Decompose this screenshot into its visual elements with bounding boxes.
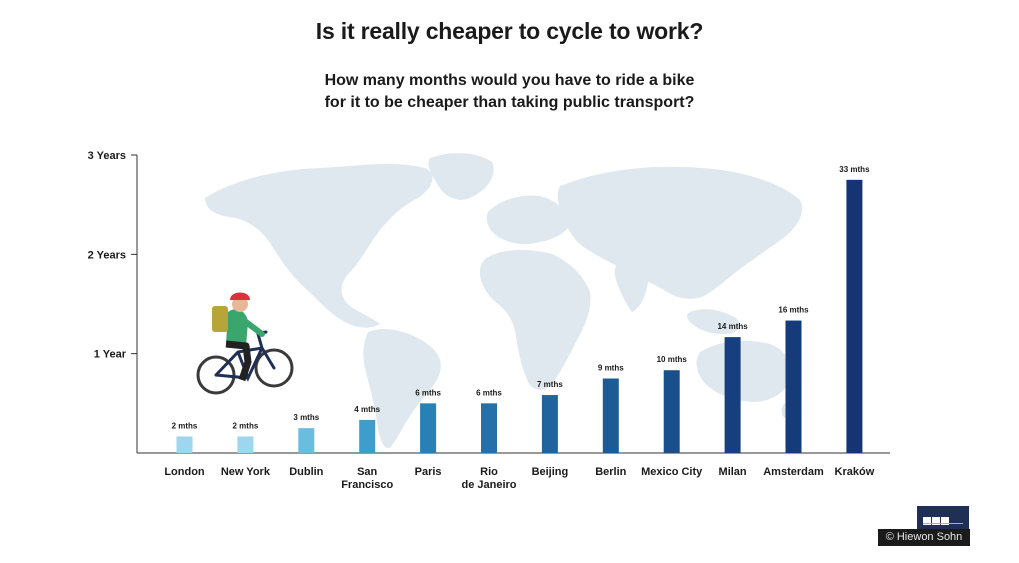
- bar: [846, 179, 863, 454]
- subtitle-line-2: for it to be cheaper than taking public …: [324, 94, 695, 111]
- subtitle-line-1: How many months would you have to ride a…: [324, 72, 695, 89]
- map-landmass: [747, 224, 764, 251]
- bar-value-label: 6 mths: [476, 388, 502, 397]
- bar-value-label: 10 mths: [657, 355, 688, 364]
- x-tick-label: Dublin: [289, 466, 323, 478]
- bar-value-label: 3 mths: [293, 413, 319, 422]
- bar: [420, 403, 437, 453]
- bar: [298, 428, 315, 453]
- y-tick-label: 1 Year: [94, 349, 127, 361]
- x-tick-label: Mexico City: [641, 466, 703, 478]
- bar-value-label: 7 mths: [537, 380, 563, 389]
- bar: [481, 403, 497, 453]
- cyclist-illustration: [196, 292, 294, 395]
- map-landmass: [486, 195, 572, 245]
- chart-axes: 1 Year 2 Years 3 Years: [88, 150, 890, 454]
- x-tick-label: London: [164, 466, 205, 478]
- labels-group: 2 mths London 2 mths New York 3 mths Dublin 4 …: [164, 165, 874, 491]
- map-landmass: [480, 249, 591, 390]
- x-tick-label: Kraków: [835, 466, 875, 478]
- bar-value-label: 2 mths: [233, 421, 259, 430]
- x-tick-label: San Francisco: [341, 466, 393, 491]
- bar: [237, 436, 254, 453]
- map-landmass: [696, 340, 792, 402]
- bar-value-label: 4 mths: [354, 405, 380, 414]
- bar: [541, 395, 558, 453]
- bar-value-label: 2 mths: [172, 421, 198, 430]
- bike-rear-wheel: [196, 355, 236, 395]
- x-tick-label: Beijing: [532, 466, 569, 478]
- x-tick-label: Amsterdam: [763, 466, 824, 478]
- x-tick-label: Milan: [719, 466, 747, 478]
- bar: [724, 337, 741, 453]
- bar: [785, 320, 802, 453]
- bike-front-wheel: [254, 348, 294, 388]
- bar: [359, 419, 376, 453]
- map-landmass: [687, 309, 740, 334]
- map-landmass: [363, 329, 441, 449]
- map-landmass: [205, 163, 433, 328]
- bars-group: [176, 179, 863, 454]
- map-landmass: [614, 261, 648, 312]
- photo-credit: © Hiewon Sohn: [878, 529, 970, 546]
- bbc-logo: [917, 506, 969, 530]
- cyclist-torso: [226, 309, 248, 346]
- x-tick-label: Berlin: [595, 466, 626, 478]
- y-tick-label: 3 Years: [88, 150, 126, 162]
- cyclist-helmet: [230, 292, 250, 300]
- chart-title: Is it really cheaper to cycle to work?: [315, 18, 704, 44]
- cyclist-arm: [243, 319, 265, 337]
- bar-value-label: 16 mths: [778, 306, 809, 315]
- bar-value-label: 6 mths: [415, 388, 441, 397]
- x-tick-label: New York: [221, 466, 271, 478]
- y-tick-label: 2 Years: [88, 249, 126, 261]
- bar-value-label: 14 mths: [717, 322, 748, 331]
- bar: [602, 378, 619, 453]
- bar: [663, 370, 680, 453]
- x-tick-label: Paris: [415, 466, 442, 478]
- map-landmass: [557, 166, 803, 299]
- x-tick-label: Rio de Janeiro: [461, 466, 516, 491]
- cyclist-legs: [225, 340, 252, 382]
- backpack: [212, 306, 228, 332]
- map-landmass: [428, 153, 494, 200]
- bar-value-label: 9 mths: [598, 364, 624, 373]
- bar: [176, 436, 193, 453]
- chart-subtitle: How many months would you have to ride a…: [0, 70, 1019, 114]
- bar-value-label: 33 mths: [839, 165, 870, 174]
- world-map-background: [205, 153, 803, 449]
